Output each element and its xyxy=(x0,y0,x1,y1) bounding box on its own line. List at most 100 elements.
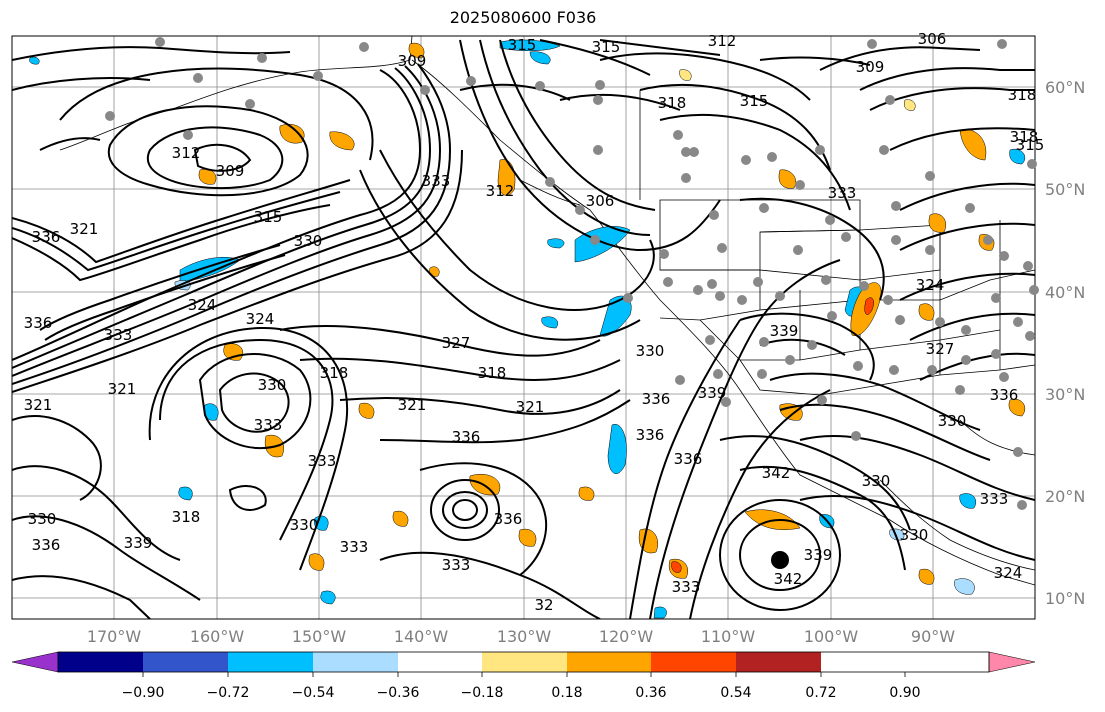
contour-label: 336 xyxy=(642,390,671,408)
lon-tick: 120°W xyxy=(599,627,654,646)
colorbar-swatch xyxy=(736,652,821,672)
contour-label: 333 xyxy=(980,490,1009,508)
contour-label: 318 xyxy=(172,508,201,526)
colorbar-tick: 0.36 xyxy=(635,685,666,701)
colorbar-tick: 0.54 xyxy=(720,685,751,701)
coastlines xyxy=(59,36,1035,586)
contour-label: 318 xyxy=(478,364,507,382)
contour-label: 327 xyxy=(442,334,471,352)
contour-label: 321 xyxy=(516,398,545,416)
lon-tick: 170°W xyxy=(87,627,142,646)
lon-tick: 100°W xyxy=(804,627,859,646)
colorbar-tick: −0.72 xyxy=(207,685,250,701)
contour-label: 330 xyxy=(258,376,287,394)
contour-label: 321 xyxy=(24,396,53,414)
contour-label: 333 xyxy=(308,452,337,470)
contour-label: 312 xyxy=(486,182,515,200)
contour-label: 309 xyxy=(216,162,245,180)
colorbar: −0.90 −0.72 −0.54 −0.36 −0.18 0.18 0.36 … xyxy=(11,651,1036,701)
contour-label: 315 xyxy=(508,36,537,54)
contour-lines xyxy=(12,39,1035,619)
contour-label: 333 xyxy=(104,326,133,344)
contour-label: 330 xyxy=(938,412,967,430)
colorbar-tick: −0.54 xyxy=(292,685,335,701)
contour-label: 324 xyxy=(994,564,1023,582)
contour-label: 336 xyxy=(24,314,53,332)
colorbar-swatch xyxy=(228,652,313,672)
lat-tick: 30°N xyxy=(1045,385,1085,404)
lat-tick: 10°N xyxy=(1045,589,1085,608)
contour-label: 321 xyxy=(398,396,427,414)
contour-label: 339 xyxy=(804,546,833,564)
colorbar-swatch xyxy=(567,652,651,672)
lon-tick: 110°W xyxy=(701,627,756,646)
longitude-ticks: 170°W 160°W 150°W 140°W 130°W 120°W 110°… xyxy=(87,627,955,646)
contour-label: 333 xyxy=(254,416,283,434)
latitude-ticks: 60°N 50°N 40°N 30°N 20°N 10°N xyxy=(1045,78,1085,608)
lat-tick: 40°N xyxy=(1045,283,1085,302)
colorbar-extend-high xyxy=(988,651,1036,673)
contour-label: 318 xyxy=(1010,128,1039,146)
colorbar-tick: −0.36 xyxy=(377,685,420,701)
lat-tick: 50°N xyxy=(1045,180,1085,199)
contour-label: 330 xyxy=(900,526,929,544)
contour-label: 321 xyxy=(108,380,137,398)
contour-label: 333 xyxy=(442,556,471,574)
contour-label: 333 xyxy=(828,184,857,202)
colorbar-tick: −0.90 xyxy=(122,685,165,701)
contour-label: 333 xyxy=(422,172,451,190)
contour-label-group: 315 315 312 309 309 306 318 315 318 312 … xyxy=(24,30,1045,614)
contour-label: 342 xyxy=(762,464,791,482)
contour-label: 318 xyxy=(320,364,349,382)
contour-label: 336 xyxy=(452,428,481,446)
contour-label: 315 xyxy=(740,92,769,110)
contour-label: 309 xyxy=(398,52,427,70)
contour-label: 315 xyxy=(254,208,283,226)
contour-label: 339 xyxy=(770,322,799,340)
contour-label: 339 xyxy=(698,384,727,402)
contour-label: 336 xyxy=(674,450,703,468)
contour-label: 32 xyxy=(534,596,553,614)
contour-label: 309 xyxy=(856,58,885,76)
colorbar-swatch xyxy=(143,652,228,672)
contour-label: 315 xyxy=(1016,136,1045,154)
lon-tick: 130°W xyxy=(497,627,552,646)
contour-label: 315 xyxy=(592,38,621,56)
colorbar-tick: 0.72 xyxy=(805,685,836,701)
colorbar-swatch xyxy=(482,652,567,672)
lat-tick: 60°N xyxy=(1045,78,1085,97)
contour-label: 330 xyxy=(290,516,319,534)
colorbar-tick: −0.18 xyxy=(461,685,504,701)
colorbar-swatch xyxy=(398,652,482,672)
contour-label: 318 xyxy=(1008,86,1037,104)
contour-label: 336 xyxy=(32,228,61,246)
contour-label: 336 xyxy=(32,536,61,554)
contour-label: 312 xyxy=(708,32,737,50)
contour-label: 330 xyxy=(294,232,323,250)
contour-label: 324 xyxy=(246,310,275,328)
contour-label: 312 xyxy=(172,144,201,162)
map-title: 2025080600 F036 xyxy=(449,8,597,27)
contour-label: 336 xyxy=(990,386,1019,404)
contour-label: 336 xyxy=(494,510,523,528)
plot-frame xyxy=(11,35,1036,620)
colorbar-swatch xyxy=(651,652,736,672)
colorbar-tick: 0.90 xyxy=(889,685,920,701)
contour-label: 318 xyxy=(658,94,687,112)
colorbar-swatch xyxy=(313,652,398,672)
colorbar-swatch xyxy=(58,652,143,672)
colorbar-extend-low xyxy=(11,651,59,673)
contour-label: 306 xyxy=(586,192,615,210)
contour-label: 330 xyxy=(28,510,57,528)
contour-label: 330 xyxy=(636,342,665,360)
contour-label: 330 xyxy=(862,472,891,490)
cyclone-marker xyxy=(771,551,789,569)
lat-tick: 20°N xyxy=(1045,487,1085,506)
contour-label: 324 xyxy=(188,296,217,314)
contour-label: 324 xyxy=(916,276,945,294)
colorbar-tick: 0.18 xyxy=(551,685,582,701)
contour-label: 336 xyxy=(636,426,665,444)
contour-label: 327 xyxy=(926,340,955,358)
lon-tick: 140°W xyxy=(394,627,449,646)
